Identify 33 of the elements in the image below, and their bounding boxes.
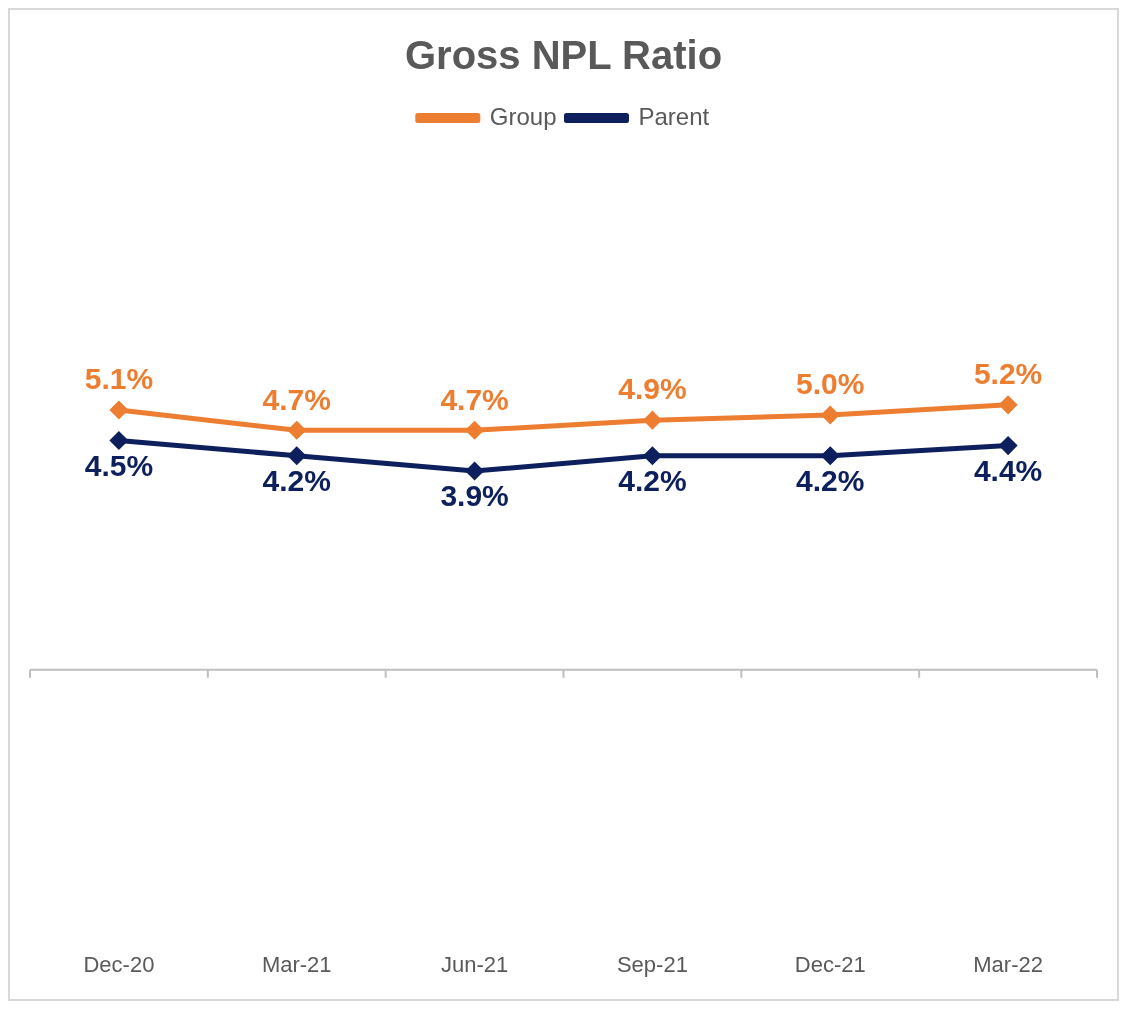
point [110, 432, 128, 450]
data-label: 4.2% [262, 464, 331, 498]
point [288, 447, 306, 465]
point [821, 406, 839, 424]
data-label: 3.9% [440, 479, 509, 513]
point [643, 411, 661, 429]
point [466, 421, 484, 439]
x-tick-label: Mar-21 [261, 951, 332, 977]
legend-label: Group [489, 102, 557, 130]
data-label: 4.2% [796, 464, 865, 498]
point [110, 401, 128, 419]
data-label: 5.1% [84, 362, 154, 396]
chart-title: Gross NPL Ratio [404, 33, 723, 78]
x-tick-label: Dec-21 [794, 951, 866, 977]
data-label: 4.2% [618, 464, 687, 498]
data-label: 4.7% [440, 382, 509, 416]
x-tick-label: Mar-22 [973, 951, 1043, 977]
point [999, 437, 1017, 455]
point [288, 421, 306, 439]
point [466, 462, 484, 480]
point [643, 447, 661, 465]
legend-label: Parent [638, 102, 710, 130]
data-label: 4.5% [84, 448, 154, 482]
data-label: 4.9% [618, 372, 687, 406]
point [999, 396, 1017, 414]
data-label: 4.4% [973, 453, 1043, 487]
data-label: 5.2% [973, 357, 1043, 391]
x-tick-label: Dec-20 [83, 951, 155, 977]
data-label: 5.0% [796, 367, 865, 401]
x-tick-label: Sep-21 [616, 951, 688, 977]
x-tick-label: Jun-21 [440, 951, 509, 977]
data-label: 4.7% [262, 382, 331, 416]
point [821, 447, 839, 465]
